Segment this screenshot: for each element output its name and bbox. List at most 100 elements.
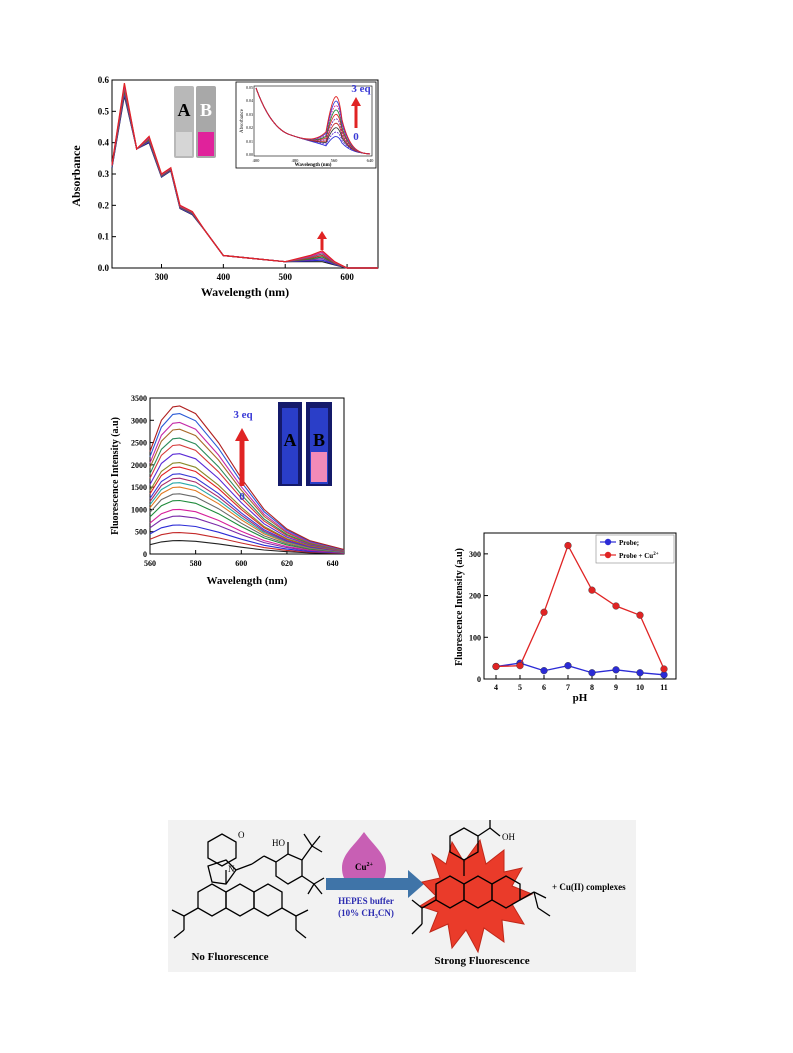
fluorescence-line <box>149 524 345 554</box>
ph-data-point <box>636 611 644 619</box>
increase-arrow-icon <box>317 231 327 250</box>
fluorescence-xlabel: Wavelength (nm) <box>207 575 288 587</box>
fluorescence-line <box>149 532 345 554</box>
legend-probe-cu: Probe + Cu2+ <box>619 552 659 560</box>
ph-xtick-label: 7 <box>566 683 570 692</box>
ph-ytick-label: 0 <box>477 675 481 684</box>
inset-ytick-5: 0.05 <box>246 85 253 90</box>
xtick-label: 600 <box>235 559 247 568</box>
ytick-label: 3500 <box>131 394 147 403</box>
absorbance-chart: 0.0 0.1 0.2 0.3 0.4 0.5 0.6 300 400 500 600 Absor… <box>69 75 379 299</box>
xtick-label: 500 <box>278 272 292 282</box>
ytick-label: 0.6 <box>98 76 110 85</box>
ytick-label: 0.3 <box>98 169 110 179</box>
inset-xtick-3: 640 <box>367 158 375 163</box>
inset-line <box>255 87 371 155</box>
ph-xtick-label: 6 <box>542 683 546 692</box>
inset-xlabel: Wavelength (nm) <box>295 163 332 168</box>
copper-drop-icon: Cu2+ <box>342 832 386 890</box>
ph-xtick-label: 9 <box>614 683 618 692</box>
uv-vial-photo-b: B <box>306 402 332 486</box>
fluorescence-line <box>149 499 345 553</box>
fluorescence-top-label: 3 eq <box>233 409 253 421</box>
ph-figure: 0 100 200 300 4 5 6 7 8 9 10 11 Fluorescence Inten… <box>452 525 682 705</box>
fluorescence-line <box>149 466 345 552</box>
probe-n-label: N <box>228 864 235 874</box>
inset-xtick-1: 480 <box>292 158 300 163</box>
ph-xtick-label: 10 <box>636 683 644 692</box>
ph-series-line <box>495 543 665 670</box>
ph-series-line <box>495 662 665 676</box>
fluorescence-line <box>149 462 345 552</box>
inset-bottom-label: 0 <box>353 131 359 143</box>
ph-xtick-label: 5 <box>518 683 522 692</box>
ph-data-point <box>588 669 596 677</box>
ph-data-point <box>540 667 548 675</box>
strong-fluorescence-caption: Strong Fluorescence <box>434 955 529 967</box>
ph-data-point <box>540 608 548 616</box>
product-structure <box>411 818 551 935</box>
reaction-arrow-icon <box>326 870 424 898</box>
absorbance-figure: 0.0 0.1 0.2 0.3 0.4 0.5 0.6 300 400 500 600 Absor… <box>68 75 384 302</box>
ytick-label: 3000 <box>131 416 147 425</box>
ph-ylabel: Fluorescence Intensity (a.u) <box>454 548 465 666</box>
reaction-scheme: N O HO No Fluorescence Cu2+ HEPES buffer… <box>168 808 636 972</box>
probe-o-label: O <box>238 830 245 840</box>
ytick-label: 0.2 <box>98 200 110 210</box>
fluorescence-starburst <box>418 838 534 954</box>
fluorescence-line <box>149 444 345 552</box>
uv-vial-label-b: B <box>313 430 325 450</box>
fluorescence-line <box>149 428 345 551</box>
products-label: + Cu(II) complexes <box>552 882 626 892</box>
ytick-label: 0.0 <box>98 263 110 273</box>
ph-data-point <box>636 669 644 677</box>
inset-ytick-0: 0.00 <box>246 152 253 157</box>
xtick-label: 640 <box>327 559 339 568</box>
ytick-label: 500 <box>135 528 147 537</box>
fluorescence-line <box>149 508 345 554</box>
fluorescence-arrow-icon <box>235 428 249 486</box>
legend-probe: Probe; <box>619 539 639 547</box>
buffer-line-1: HEPES buffer <box>338 896 394 906</box>
ph-chart: 0 100 200 300 4 5 6 7 8 9 10 11 Fluorescence Inten… <box>454 532 677 704</box>
inset-ytick-2: 0.02 <box>246 125 253 130</box>
inset-top-label: 3 eq <box>351 83 371 95</box>
fluorescence-chart: 0 500 1000 1500 2000 2500 3000 3500 560 580 600 62… <box>110 394 345 587</box>
fluorescence-line <box>149 477 345 553</box>
no-fluorescence-caption: No Fluorescence <box>191 951 268 963</box>
fluorescence-line <box>149 421 345 551</box>
inset-line <box>255 87 371 155</box>
ytick-label: 1000 <box>131 505 147 514</box>
fluorescence-line <box>149 515 345 554</box>
fluorescence-figure: 0 500 1000 1500 2000 2500 3000 3500 560 580 600 62… <box>110 394 350 592</box>
inset-xtick-0: 400 <box>253 158 261 163</box>
fluorescence-line <box>149 493 345 553</box>
copper-ion-label: Cu2+ <box>355 862 374 872</box>
uv-vial-label-a: A <box>284 430 297 450</box>
xtick-label: 600 <box>340 272 354 282</box>
ph-data-point <box>588 586 596 594</box>
ph-data-point <box>492 662 500 671</box>
vial-label-a: A <box>178 100 191 120</box>
fluorescence-line <box>149 437 345 552</box>
probe-structure <box>171 833 325 939</box>
ph-data-point <box>564 662 572 670</box>
ytick-label: 0.1 <box>98 232 110 242</box>
fluorescence-line <box>149 413 345 551</box>
inset-xtick-2: 560 <box>331 158 339 163</box>
vial-label-b: B <box>200 100 212 120</box>
ph-data-point <box>612 666 620 674</box>
xtick-label: 580 <box>190 559 202 568</box>
ytick-label: 2500 <box>131 439 147 448</box>
inset-ytick-1: 0.01 <box>246 139 253 144</box>
fluorescence-line <box>149 540 345 555</box>
fluorescence-line <box>149 405 345 551</box>
scheme-drawing: N O HO No Fluorescence Cu2+ HEPES buffer… <box>171 808 626 967</box>
fluorescence-line <box>149 453 345 552</box>
buffer-line-2: (10% CH3CN) <box>338 908 394 920</box>
ph-data-point <box>564 541 572 550</box>
fluorescence-ylabel: Fluorescence Intensity (a.u) <box>110 417 121 535</box>
inset-ytick-3: 0.03 <box>246 112 253 117</box>
ph-xtick-label: 4 <box>494 683 498 692</box>
inset-ylabel: Absorbance <box>240 108 245 133</box>
